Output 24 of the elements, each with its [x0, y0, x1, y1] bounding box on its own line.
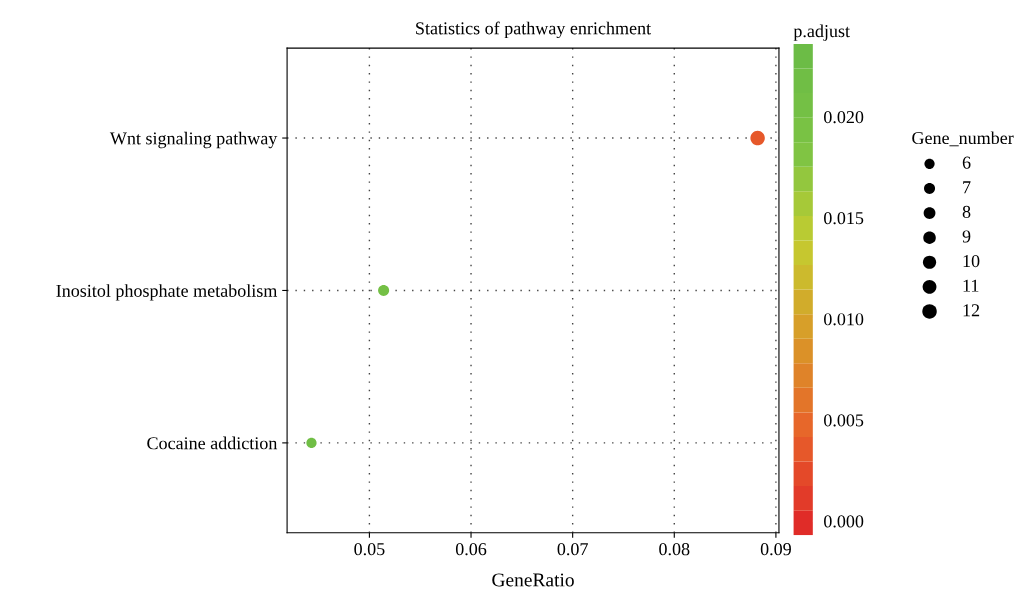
- color-bar-label: 0.005: [824, 414, 864, 427]
- legend-label: 10: [963, 254, 980, 268]
- x-tick-label: 0.05: [354, 543, 385, 556]
- legend-label: 9: [962, 230, 971, 243]
- y-tick-label: Inositol phosphate metabolism: [56, 284, 278, 301]
- color-bar-label: 0.015: [824, 212, 864, 225]
- color-bar-label: 0.020: [824, 110, 864, 124]
- legend-title: Gene_number: [912, 131, 1014, 147]
- y-tick-label: Cocaine addiction: [147, 436, 278, 450]
- legend-label: 6: [962, 156, 971, 169]
- color-bar-label: 0.000: [824, 515, 864, 528]
- chart-title: Statistics of pathway enrichment: [416, 21, 651, 39]
- legend-label: 8: [962, 205, 971, 218]
- legend-label: 11: [963, 279, 979, 292]
- x-tick-label: 0.09: [760, 543, 791, 556]
- color-bar-title: p.adjust: [793, 24, 850, 41]
- legend-label: 12: [963, 304, 980, 317]
- legend-label: 7: [963, 181, 971, 194]
- x-axis-title: GeneRatio: [492, 573, 574, 587]
- x-tick-label: 0.06: [455, 543, 487, 556]
- y-tick-label: Wnt signaling pathway: [109, 131, 278, 149]
- x-tick-label: 0.07: [557, 543, 588, 556]
- color-bar-label: 0.010: [824, 313, 864, 326]
- x-tick-label: 0.08: [659, 543, 690, 556]
